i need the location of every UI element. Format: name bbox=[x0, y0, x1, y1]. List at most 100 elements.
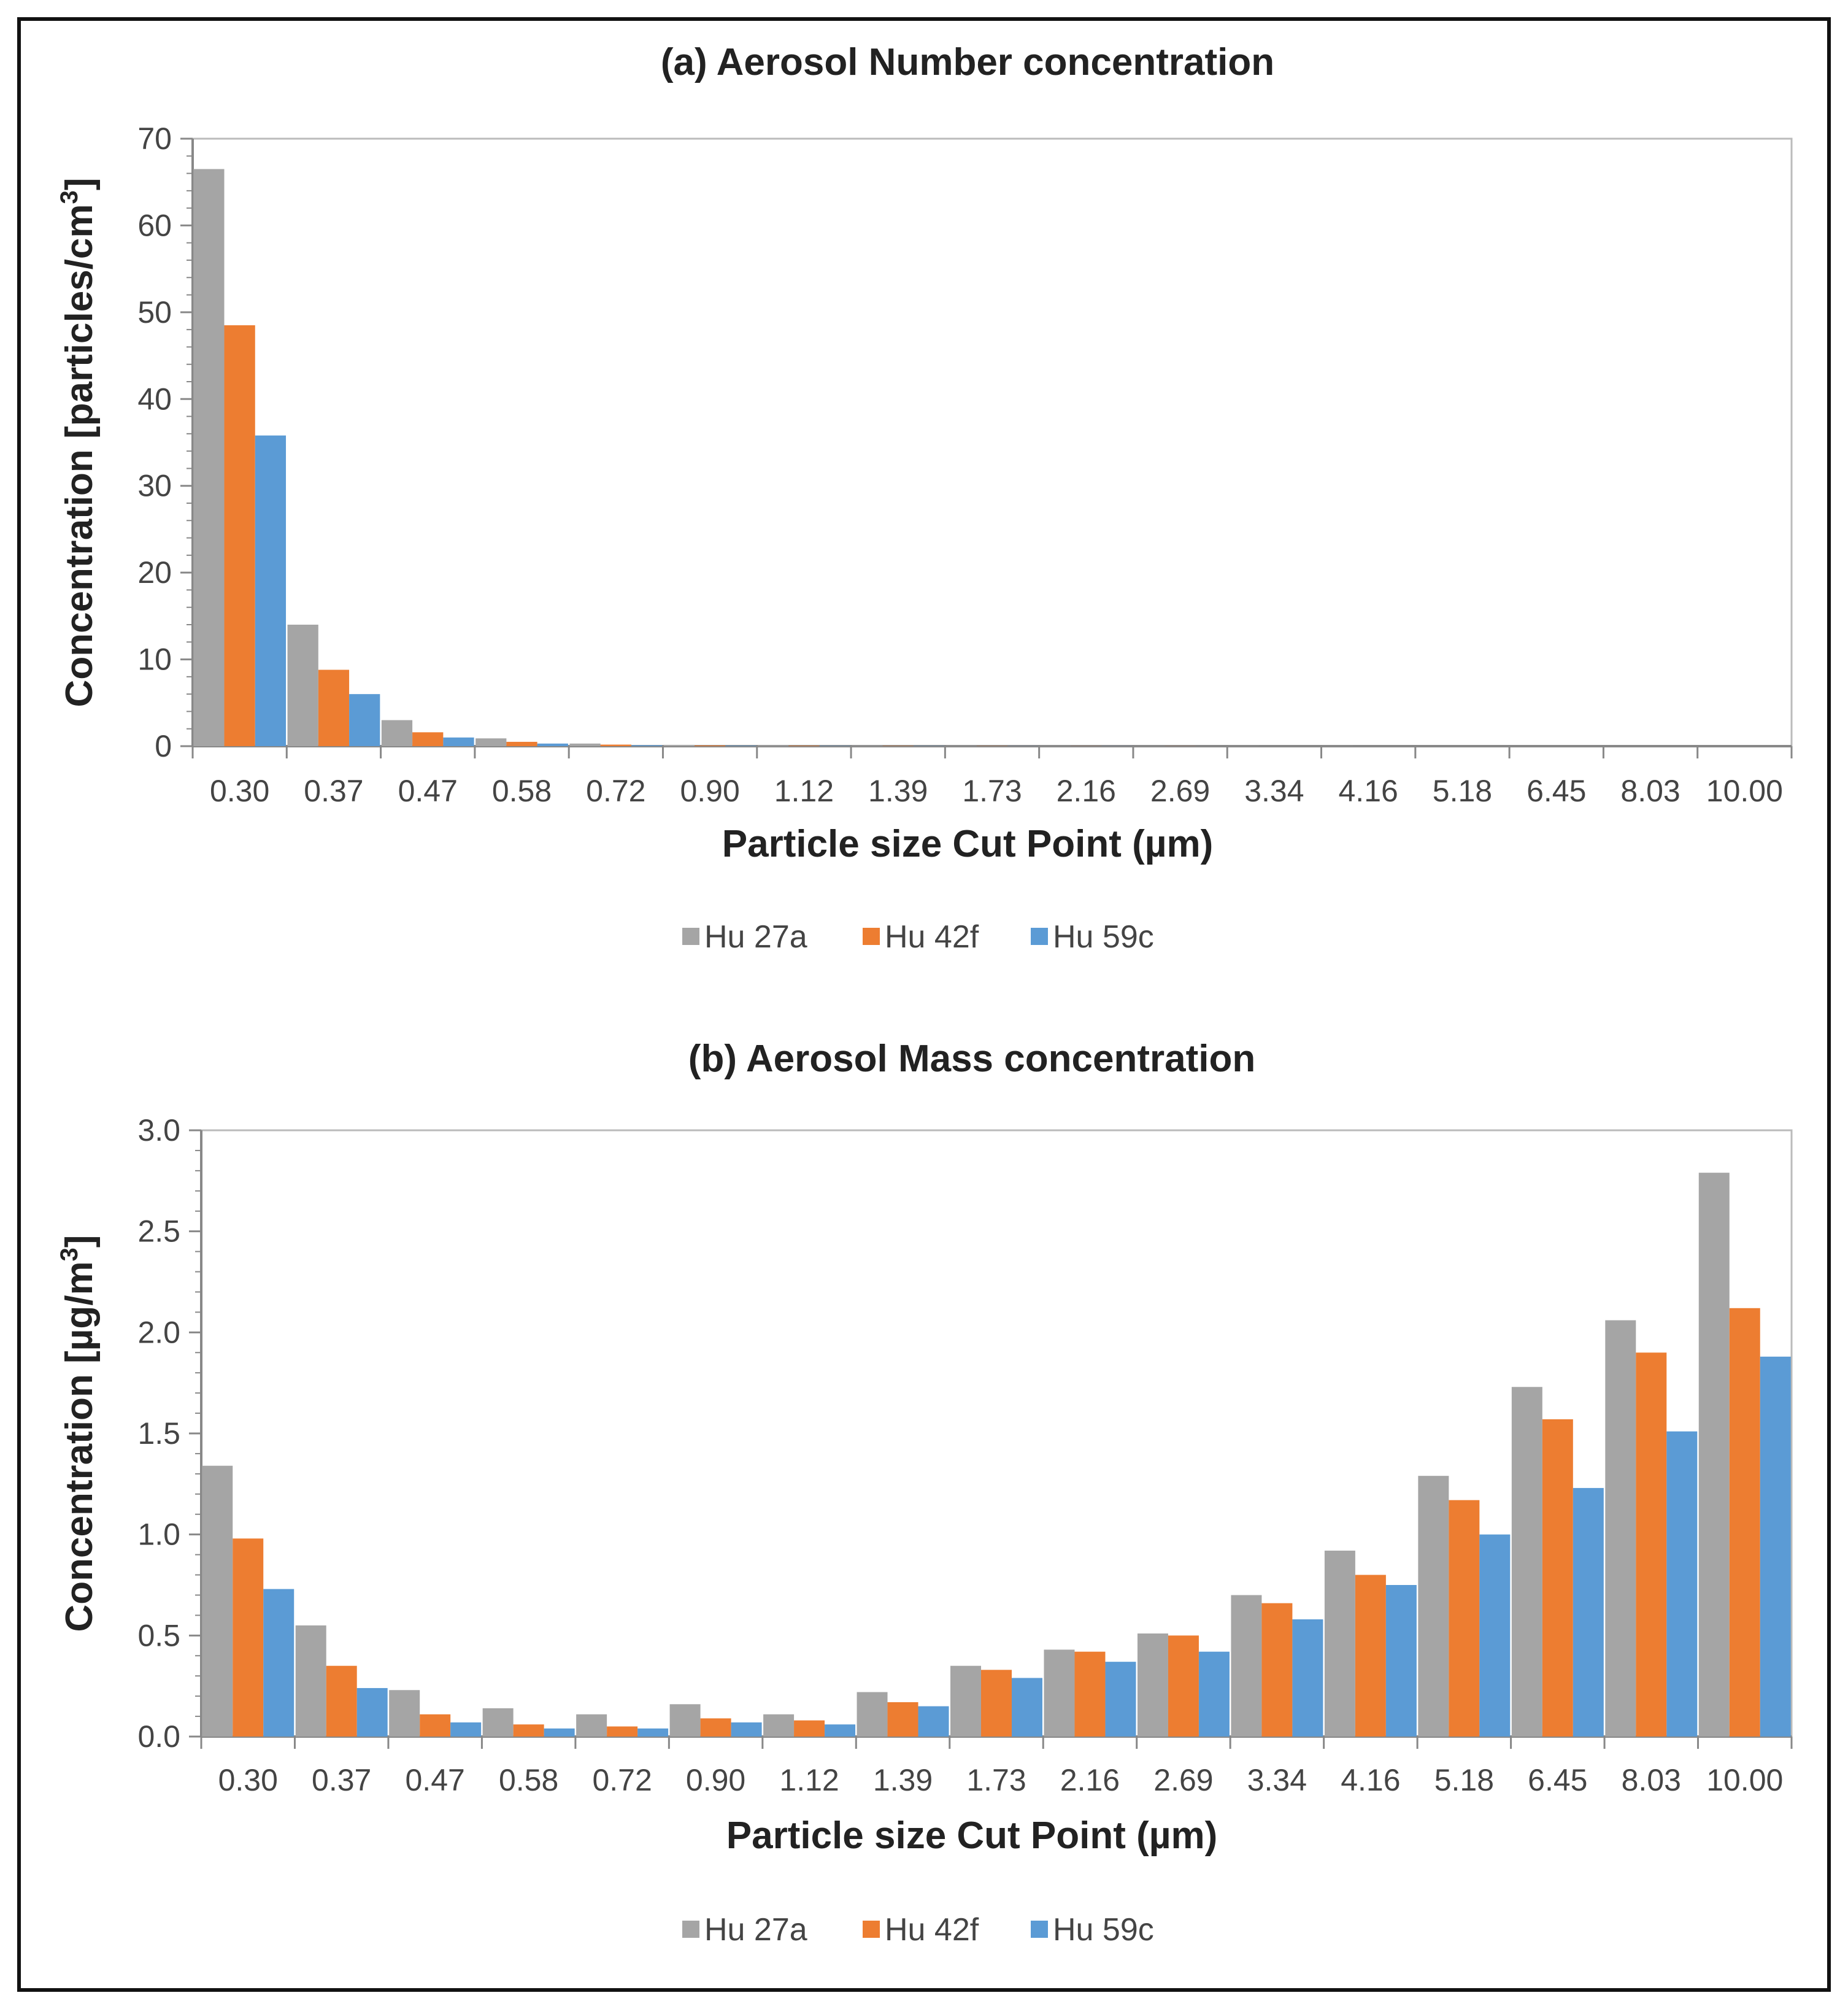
chart-b-bar bbox=[420, 1714, 451, 1737]
chart-a-y-tick-label: 50 bbox=[137, 295, 172, 330]
chart-b-legend-swatch bbox=[1031, 1921, 1048, 1938]
chart-a-legend-label: Hu 59c bbox=[1053, 919, 1154, 955]
chart-b-series-hu-27a bbox=[202, 1173, 1730, 1737]
chart-a-bar bbox=[349, 694, 380, 746]
chart-a-bar bbox=[475, 738, 507, 746]
chart-b-bar bbox=[981, 1670, 1012, 1737]
chart-b-bar bbox=[825, 1724, 856, 1737]
chart-b-bar bbox=[794, 1720, 825, 1737]
chart-b-bar bbox=[1698, 1173, 1730, 1737]
chart-b-bar bbox=[1011, 1678, 1042, 1737]
chart-b-x-tick-label: 0.90 bbox=[686, 1763, 745, 1797]
chart-a-x-axis-title: Particle size Cut Point (µm) bbox=[722, 823, 1214, 865]
chart-b-x-tick-label: 5.18 bbox=[1434, 1763, 1494, 1797]
chart-a-bar bbox=[287, 625, 318, 746]
chart-b-y-tick-label: 0.0 bbox=[137, 1719, 180, 1754]
chart-b-bar bbox=[887, 1702, 918, 1737]
chart-b-bar bbox=[1573, 1487, 1604, 1737]
chart-a-x-tick-label: 8.03 bbox=[1620, 774, 1680, 808]
chart-b-bar bbox=[1385, 1585, 1417, 1737]
chart-a-y-tick-label: 70 bbox=[137, 121, 172, 156]
chart-b-bar bbox=[1479, 1534, 1511, 1737]
chart-a-x-tick-label: 4.16 bbox=[1339, 774, 1398, 808]
chart-b-legend-swatch bbox=[682, 1921, 699, 1938]
chart-b-x-tick-label: 0.30 bbox=[218, 1763, 278, 1797]
chart-a-x-tick-label: 0.72 bbox=[586, 774, 645, 808]
chart-a-x-tick-label: 0.58 bbox=[492, 774, 552, 808]
chart-a-y-tick-label: 40 bbox=[137, 382, 172, 416]
chart-b-legend-label: Hu 42f bbox=[885, 1912, 979, 1948]
chart-b-x-tick-label: 1.12 bbox=[779, 1763, 839, 1797]
chart-b-y-tick-label: 1.0 bbox=[137, 1517, 180, 1552]
chart-a-x-tick-label: 0.47 bbox=[398, 774, 458, 808]
chart-b-x-tick-label: 0.37 bbox=[312, 1763, 371, 1797]
chart-a-y-tick-label: 0 bbox=[155, 729, 172, 763]
chart-b-legend-label: Hu 59c bbox=[1053, 1912, 1154, 1948]
chart-a-x-tick-label: 1.12 bbox=[774, 774, 834, 808]
chart-b-bar bbox=[918, 1706, 949, 1737]
chart-b-bar bbox=[1418, 1476, 1449, 1737]
chart-a-y-tick-label: 10 bbox=[137, 642, 172, 677]
chart-b-y-tick-label: 2.0 bbox=[137, 1315, 180, 1349]
chart-b-bar bbox=[950, 1665, 982, 1737]
chart-a-bar bbox=[443, 737, 474, 746]
chart-a-x-tick-label: 6.45 bbox=[1527, 774, 1586, 808]
chart-a-legend-swatch bbox=[1031, 928, 1048, 945]
chart-b-x-tick-label: 10.00 bbox=[1706, 1763, 1783, 1797]
chart-a-plot-area bbox=[191, 137, 1793, 747]
chart-a-x-tick-label: 0.90 bbox=[680, 774, 739, 808]
chart-a-bar bbox=[506, 741, 537, 746]
chart-b-legend-swatch bbox=[863, 1921, 880, 1938]
chart-a-x-tick-label: 2.16 bbox=[1057, 774, 1116, 808]
chart-a-bar bbox=[255, 435, 287, 746]
chart-a: (a) Aerosol Number concentration 0 10 20 30 4… bbox=[56, 41, 1793, 955]
chart-a-legend-label: Hu 42f bbox=[885, 919, 979, 955]
chart-b-x-tick-label: 2.69 bbox=[1153, 1763, 1213, 1797]
chart-b-x-tick-label: 0.47 bbox=[406, 1763, 465, 1797]
chart-b-bar bbox=[576, 1714, 607, 1737]
chart-b-bar bbox=[513, 1724, 544, 1737]
chart-b-bar bbox=[700, 1718, 731, 1737]
chart-a-x-tick-label: 0.30 bbox=[210, 774, 269, 808]
chart-a-y-tick-label: 30 bbox=[137, 469, 172, 503]
chart-b-x-tick-label: 0.72 bbox=[592, 1763, 652, 1797]
chart-a-legend-swatch bbox=[863, 928, 880, 945]
chart-b-bar bbox=[295, 1625, 326, 1737]
chart-b-bar bbox=[1729, 1308, 1760, 1737]
chart-b-title: (b) Aerosol Mass concentration bbox=[688, 1038, 1255, 1080]
chart-b-bar bbox=[669, 1704, 701, 1737]
chart-b-bar bbox=[263, 1589, 295, 1737]
chart-a-series-hu-59c bbox=[255, 435, 1133, 746]
chart-a-y-axis-title: Concentration [particles/cm3] bbox=[56, 178, 101, 708]
chart-a-title: (a) Aerosol Number concentration bbox=[661, 41, 1274, 83]
chart-b-bar bbox=[1449, 1500, 1480, 1737]
chart-b-legend: Hu 27a Hu 42f Hu 59c bbox=[682, 1912, 1154, 1948]
chart-a-bar bbox=[569, 743, 601, 746]
chart-b-bar bbox=[326, 1665, 357, 1737]
chart-b-x-tick-label: 3.34 bbox=[1247, 1763, 1307, 1797]
chart-b-bar bbox=[1231, 1595, 1262, 1737]
chart-b-bar bbox=[1666, 1431, 1698, 1737]
chart-b-y-tick-label: 3.0 bbox=[137, 1113, 180, 1147]
chart-a-bar bbox=[193, 169, 225, 746]
chart-b: (b) Aerosol Mass concentration 0.0 0.5 1.0 1… bbox=[56, 1038, 1793, 1948]
chart-b-x-tick-label: 2.16 bbox=[1060, 1763, 1120, 1797]
chart-b-x-tick-label: 6.45 bbox=[1528, 1763, 1587, 1797]
chart-a-series-hu-27a bbox=[193, 169, 1353, 746]
chart-b-bar bbox=[1137, 1633, 1168, 1737]
chart-a-legend-swatch bbox=[682, 928, 699, 945]
chart-b-series-hu-59c bbox=[263, 1356, 1791, 1737]
chart-b-bar bbox=[607, 1726, 638, 1737]
chart-a-bar bbox=[537, 743, 568, 746]
chart-b-x-tick-label: 1.39 bbox=[873, 1763, 933, 1797]
chart-b-bar bbox=[1324, 1551, 1355, 1737]
chart-a-bar bbox=[318, 669, 350, 746]
chart-b-bar bbox=[1760, 1356, 1791, 1737]
chart-b-bar bbox=[356, 1687, 388, 1737]
chart-b-bar bbox=[202, 1465, 233, 1737]
chart-b-bar bbox=[731, 1722, 762, 1737]
chart-a-bar bbox=[381, 720, 413, 746]
chart-b-bar bbox=[1198, 1651, 1230, 1737]
chart-b-bar bbox=[1105, 1662, 1136, 1737]
